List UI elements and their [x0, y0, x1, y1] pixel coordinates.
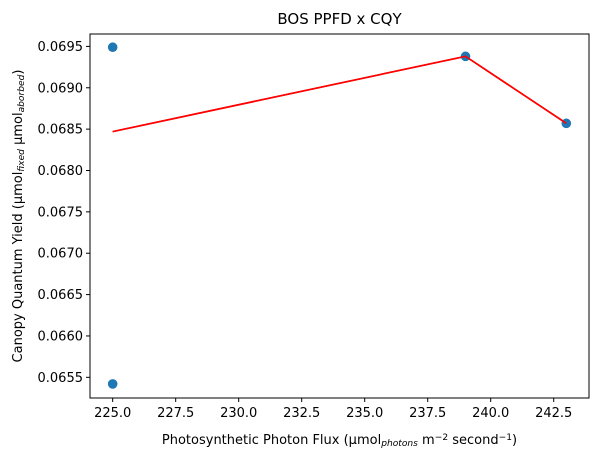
x-tick-label: 232.5	[283, 406, 320, 421]
x-tick-label: 230.0	[220, 406, 257, 421]
chart-title: BOS PPFD x CQY	[277, 10, 402, 28]
y-tick-label: 0.0670	[38, 247, 84, 262]
x-axis-label: Photosynthetic Photon Flux (µmolphotons …	[162, 433, 517, 449]
y-tick-label: 0.0655	[38, 371, 84, 386]
y-tick-label: 0.0680	[38, 164, 84, 179]
data-point	[107, 379, 118, 389]
x-tick-label: 227.5	[157, 406, 194, 421]
plot-area	[107, 42, 572, 389]
x-tick-label: 242.5	[535, 406, 572, 421]
data-point	[107, 42, 118, 53]
series-line-overlay	[112, 55, 567, 133]
y-tick-label: 0.0690	[38, 81, 84, 96]
x-tick-label: 237.5	[409, 406, 446, 421]
plot-frame	[89, 33, 590, 399]
x-tick-label: 240.0	[472, 406, 509, 421]
y-tick-label: 0.0685	[38, 123, 84, 138]
y-tick-label: 0.0665	[38, 288, 84, 303]
x-tick-label: 235.0	[346, 406, 383, 421]
y-tick-label: 0.0660	[38, 329, 84, 344]
x-tick-label: 225.0	[94, 406, 131, 421]
y-tick-label: 0.0675	[38, 205, 84, 220]
y-tick-label: 0.0695	[38, 40, 84, 55]
ticks: 225.0 227.5 230.0 232.5 235.0 237.5 240.0 242.5…	[38, 40, 573, 421]
y-axis-label: Canopy Quantum Yield (µmolfixed µmolabor…	[11, 70, 27, 363]
